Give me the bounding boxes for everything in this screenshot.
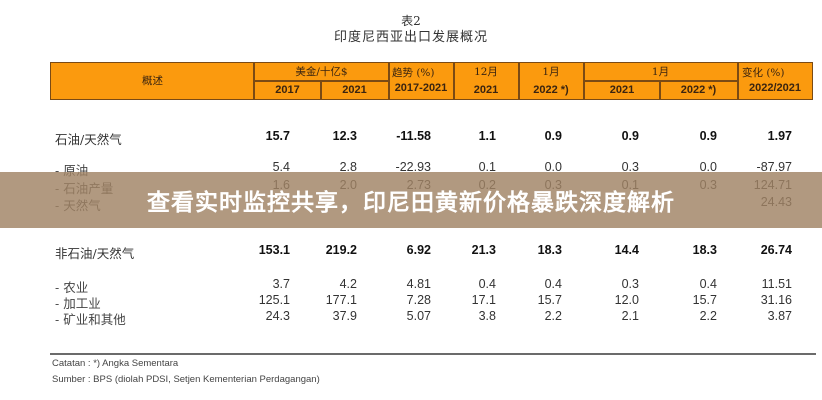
table-row-oil-gas: 石油/天然气 15.7 12.3 -11.58 1.1 0.9 0.9 0.9 … [50,129,820,147]
cell-change: 1.97 [767,129,792,143]
header-jan: 1月 [542,66,560,78]
row-label: 非石油/天然气 [55,246,135,261]
cell-usd-2017: 5.4 [272,160,290,174]
cell-jan-2022: 0.4 [544,277,562,291]
table-row-mining-other: - 矿业和其他 24.3 37.9 5.07 3.8 2.2 2.1 2.2 3… [50,309,820,327]
cell-change: 3.87 [767,309,792,323]
row-label: - 农业 [55,280,89,295]
cell-dec-2021: 0.1 [478,160,496,174]
cell-jan-2022: 0.0 [544,160,562,174]
cell-jan-2022: 18.3 [537,243,562,257]
cell-jan-2021: 2.1 [621,309,639,323]
cell-usd-2021: 12.3 [332,129,357,143]
table-row-non-oil-gas: 非石油/天然气 153.1 219.2 6.92 21.3 18.3 14.4 … [50,243,820,261]
cell-jan-2022b: 0.4 [699,277,717,291]
footer-divider [50,353,816,355]
cell-jan-2022: 2.2 [544,309,562,323]
cell-usd-2017: 125.1 [258,293,290,307]
cell-usd-2021: 177.1 [325,293,357,307]
table-row-manufacturing: - 加工业 125.1 177.1 7.28 17.1 15.7 12.0 15… [50,293,820,311]
table-number: 表2 [401,14,421,28]
cell-jan-2022b: 18.3 [692,243,717,257]
header-change: 变化 (%) [742,67,785,79]
cell-usd-2021: 37.9 [332,309,357,323]
cell-jan-2021: 0.3 [621,277,639,291]
header-usd-group: 美金/十亿$ [295,66,348,78]
cell-jan-2021: 14.4 [614,243,639,257]
header-dec-year: 2021 [473,83,499,96]
header-usd-2021: 2021 [342,83,367,96]
cell-usd-2017: 3.7 [272,277,290,291]
cell-dec-2021: 0.4 [478,277,496,291]
cell-change: 26.74 [760,243,792,257]
row-label: - 矿业和其他 [55,312,126,327]
table-header: 概述 美金/十亿$ 2017 2021 趋势 (%) 2017-2021 12月… [50,62,813,100]
row-label: - 加工业 [55,296,101,311]
cell-usd-2021: 4.2 [339,277,357,291]
row-label: 石油/天然气 [55,132,122,147]
cell-trend: 5.07 [406,309,431,323]
header-change-range: 2022/2021 [749,81,801,94]
cell-trend: 4.81 [406,277,431,291]
cell-usd-2021: 219.2 [325,243,357,257]
footer-note: Catatan : *) Angka Sementara [52,358,179,369]
cell-trend: 7.28 [406,293,431,307]
cell-jan-2022b: 15.7 [692,293,717,307]
cell-jan-2021: 12.0 [614,293,639,307]
table-row-agriculture: - 农业 3.7 4.2 4.81 0.4 0.4 0.3 0.4 11.51 [50,277,820,295]
header-jan-2022: 2022 *) [680,83,717,96]
headline-banner [0,172,822,228]
header-usd-2017: 2017 [275,83,300,96]
cell-jan-2022: 15.7 [537,293,562,307]
table-title: 印度尼西亚出口发展概况 [333,30,488,45]
cell-trend: 6.92 [406,243,431,257]
footer-source: Sumber : BPS (diolah PDSI, Setjen Kement… [52,374,320,385]
cell-change: 11.51 [761,277,792,291]
cell-jan-2022: 0.9 [544,129,562,143]
header-trend-range: 2017-2021 [394,81,448,94]
header-trend: 趋势 (%) [392,67,435,79]
cell-jan-2022b: 2.2 [699,309,717,323]
headline-banner-text[interactable]: 查看实时监控共享，印尼田黄新价格暴跌深度解析 [147,190,675,216]
cell-usd-2017: 24.3 [265,309,290,323]
table-title-block: 表2 印度尼西亚出口发展概况 [0,14,822,47]
cell-usd-2021: 2.8 [339,160,357,174]
cell-change: 31.16 [760,293,792,307]
header-jan-group: 1月 [651,66,670,78]
cell-change: -87.97 [756,160,792,174]
cell-usd-2017: 153.1 [258,243,290,257]
cell-jan-2021: 0.3 [621,160,639,174]
cell-dec-2021: 1.1 [478,129,496,143]
cell-jan-2022b: 0.9 [699,129,717,143]
header-jan-2021: 2021 [609,83,635,96]
cell-trend: -11.58 [396,129,431,143]
cell-usd-2017: 15.7 [265,129,290,143]
cell-dec-2021: 21.3 [471,243,496,257]
cell-jan-2021: 0.9 [621,129,639,143]
header-dec: 12月 [474,66,498,78]
cell-dec-2021: 17.1 [471,293,496,307]
header-overview: 概述 [142,75,163,87]
cell-trend: -22.93 [395,160,431,174]
cell-dec-2021: 3.8 [478,309,496,323]
cell-jan-2022b: 0.0 [699,160,717,174]
header-jan-year: 2022 *) [533,83,569,96]
